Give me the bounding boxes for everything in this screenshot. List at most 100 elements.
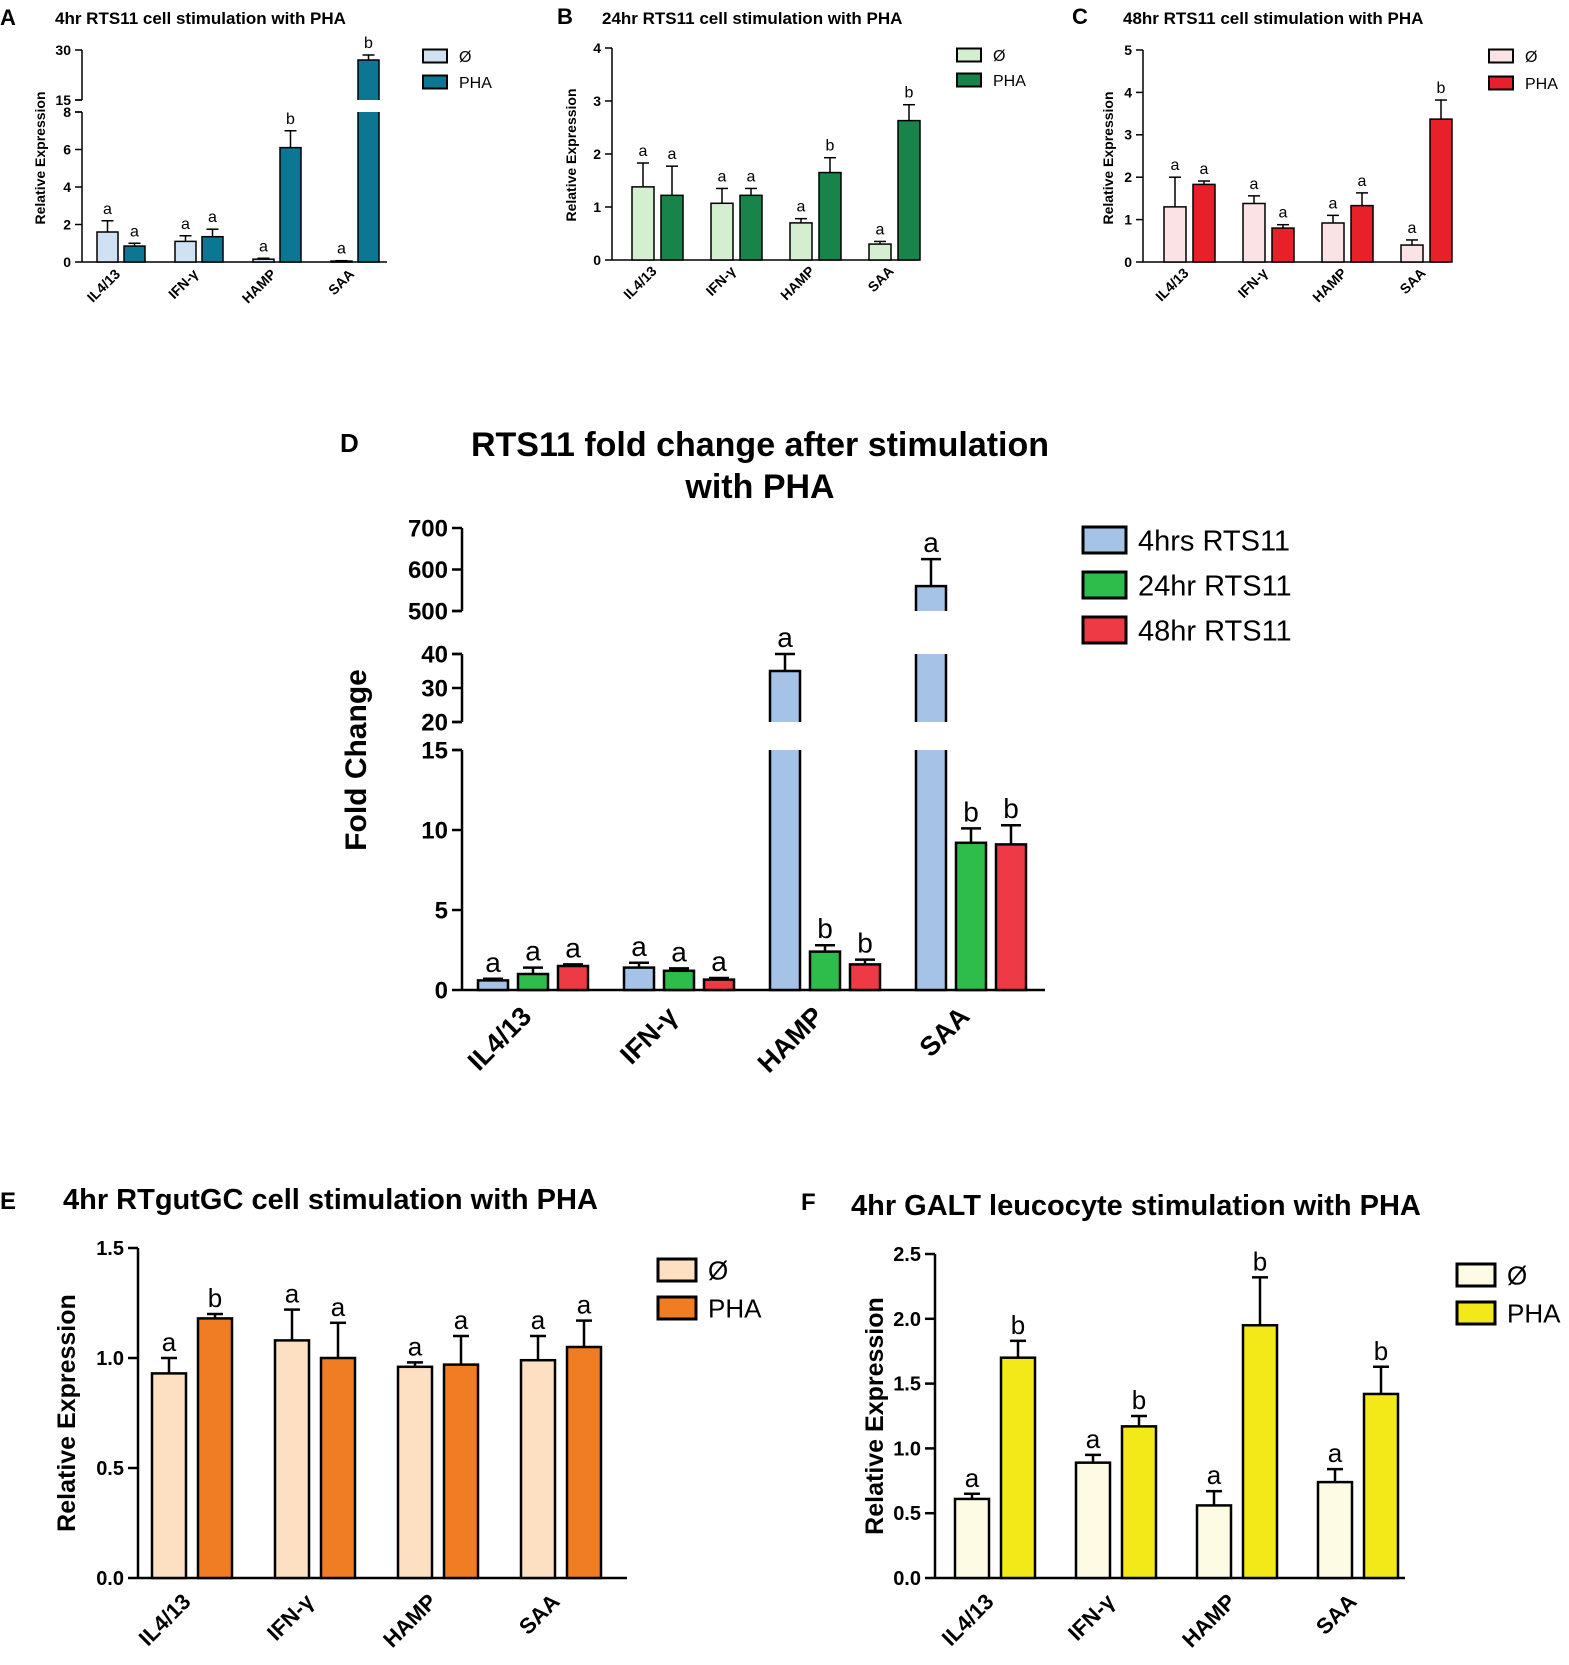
significance-letter: a xyxy=(285,1279,300,1309)
significance-letter: b xyxy=(208,1283,222,1313)
legend-label: PHA xyxy=(993,73,1026,90)
significance-letter: a xyxy=(331,1292,346,1322)
y-tick-label: 5 xyxy=(1124,42,1132,58)
y-tick-label: 8 xyxy=(63,104,71,120)
legend-swatch xyxy=(1455,1262,1497,1288)
panel-d: D RTS11 fold change after stimulation with… xyxy=(340,426,1292,1078)
bar-d-1-3 xyxy=(954,841,988,992)
bar-f-1-1 xyxy=(1120,1425,1158,1580)
significance-letter: b xyxy=(1011,1310,1025,1340)
y-tick-label: 15 xyxy=(55,92,71,108)
y-tick-label: 20 xyxy=(421,709,448,736)
panel-label: D xyxy=(340,428,359,458)
category-label: IFN-γ xyxy=(262,1588,319,1645)
y-axis-label: Relative Expression xyxy=(53,1294,81,1532)
panel-label: B xyxy=(557,4,573,29)
category-label: IL4/13 xyxy=(1152,265,1192,305)
category-label: HAMP xyxy=(1309,265,1349,305)
y-tick-label: 30 xyxy=(421,675,448,702)
bar-b-1-0 xyxy=(660,194,684,261)
bar-c-1-2 xyxy=(1350,204,1374,263)
category-label: HAMP xyxy=(378,1589,441,1652)
significance-letter: a xyxy=(1086,1424,1101,1454)
bar-a-1-0 xyxy=(123,245,146,263)
significance-letter: a xyxy=(565,932,581,963)
legend-swatch xyxy=(656,1295,698,1321)
legend-label: PHA xyxy=(459,75,492,92)
panel-a: A 4hr RTS11 cell stimulation with PHA Rela… xyxy=(0,5,492,306)
y-tick-label: 0.5 xyxy=(893,1503,921,1525)
significance-letter: b xyxy=(826,138,835,155)
bar-a-1-2 xyxy=(279,146,302,263)
bar-a-0-1 xyxy=(174,240,197,263)
bar-a-1-1 xyxy=(201,235,224,263)
significance-letter: a xyxy=(631,931,647,962)
y-tick-label: 2.0 xyxy=(893,1309,921,1331)
y-axis-label: Fold Change xyxy=(340,669,373,851)
bar-e-0-0 xyxy=(150,1372,188,1580)
significance-letter: b xyxy=(817,913,833,944)
panel-label: A xyxy=(0,5,16,30)
y-axis-label: Relative Expression xyxy=(32,91,48,224)
significance-letter: a xyxy=(208,209,217,226)
y-tick-label: 10 xyxy=(421,817,448,844)
significance-letter: a xyxy=(711,946,727,977)
y-tick-label: 15 xyxy=(421,737,448,764)
y-tick-label: 1 xyxy=(1124,212,1132,228)
bar-c-0-1 xyxy=(1242,202,1266,263)
y-tick-label: 40 xyxy=(421,641,448,668)
bar-c-0-2 xyxy=(1321,222,1345,263)
bar-d-1-1 xyxy=(662,969,696,992)
legend-swatch xyxy=(422,48,448,64)
bar-d-2-0 xyxy=(556,964,590,992)
significance-letter: a xyxy=(454,1305,469,1335)
significance-letter: a xyxy=(259,238,268,255)
y-tick-label: 0.0 xyxy=(96,1568,124,1590)
significance-letter: a xyxy=(797,199,806,216)
category-label: SAA xyxy=(514,1589,565,1640)
y-tick-label: 0 xyxy=(1124,254,1132,270)
y-tick-label: 600 xyxy=(408,557,448,584)
y-tick-label: 1.5 xyxy=(893,1374,921,1396)
chart-title: 4hr RTS11 cell stimulation with PHA xyxy=(55,9,346,28)
legend-swatch xyxy=(1081,525,1128,555)
category-label: SAA xyxy=(1396,265,1428,297)
legend-label: PHA xyxy=(708,1293,762,1323)
bar-d-2-2 xyxy=(848,963,882,992)
chart-title: 4hr GALT leucocyte stimulation with PHA xyxy=(851,1190,1421,1222)
significance-letter: a xyxy=(103,201,112,218)
y-axis-label: Relative Expression xyxy=(1100,91,1116,224)
category-label: SAA xyxy=(325,266,357,298)
y-tick-label: 2 xyxy=(593,146,601,162)
significance-letter: a xyxy=(525,936,541,967)
significance-letter: a xyxy=(1279,205,1288,222)
bar-e-0-1 xyxy=(273,1339,311,1580)
axis-break-gap xyxy=(356,100,381,112)
category-label: HAMP xyxy=(239,266,279,306)
significance-letter: b xyxy=(364,35,373,52)
significance-letter: b xyxy=(1132,1385,1146,1415)
significance-letter: a xyxy=(408,1331,423,1361)
category-label: IFN-γ xyxy=(703,263,739,299)
significance-letter: a xyxy=(531,1305,546,1335)
y-tick-label: 2 xyxy=(1124,169,1132,185)
significance-letter: a xyxy=(485,947,501,978)
axis-break-gap xyxy=(914,611,948,654)
bar-c-0-3 xyxy=(1400,244,1424,263)
y-tick-label: 6 xyxy=(63,141,71,157)
legend-label: PHA xyxy=(1507,1298,1561,1328)
bar-a-0-0 xyxy=(96,231,119,263)
legend-swatch xyxy=(656,1257,698,1283)
category-label: IL4/13 xyxy=(84,266,124,306)
y-axis-label: Relative Expression xyxy=(861,1297,889,1535)
legend-swatch xyxy=(1488,75,1514,91)
axis-break-gap xyxy=(914,722,948,750)
significance-letter: a xyxy=(181,216,190,233)
y-tick-label: 30 xyxy=(55,42,71,58)
bar-e-1-0 xyxy=(196,1317,234,1580)
chart-title: 4hr RTgutGC cell stimulation with PHA xyxy=(63,1184,598,1216)
panel-label: E xyxy=(0,1188,16,1215)
y-tick-label: 0.5 xyxy=(96,1458,124,1480)
significance-letter: a xyxy=(923,527,939,558)
significance-letter: a xyxy=(1408,220,1417,237)
